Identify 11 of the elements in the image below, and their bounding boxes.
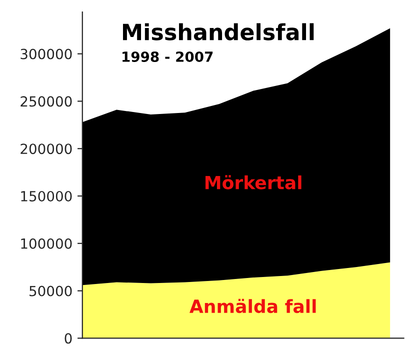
- series-label: Anmälda fall: [190, 298, 316, 314]
- y-tick-label: 300000: [20, 48, 72, 60]
- y-tick-label: 150000: [21, 190, 72, 202]
- y-tick-label: 200000: [20, 144, 72, 154]
- y-tick-label: 50000: [30, 286, 72, 296]
- y-tick-label: 100000: [21, 238, 72, 249]
- text: 1998 - 2007: [122, 51, 213, 62]
- y-tick-label: 250000: [20, 96, 72, 107]
- series-label: Mörkertal: [206, 175, 302, 190]
- chart-title: Misshandelsfall: [123, 23, 314, 40]
- y-tick-label: 0: [64, 333, 72, 344]
